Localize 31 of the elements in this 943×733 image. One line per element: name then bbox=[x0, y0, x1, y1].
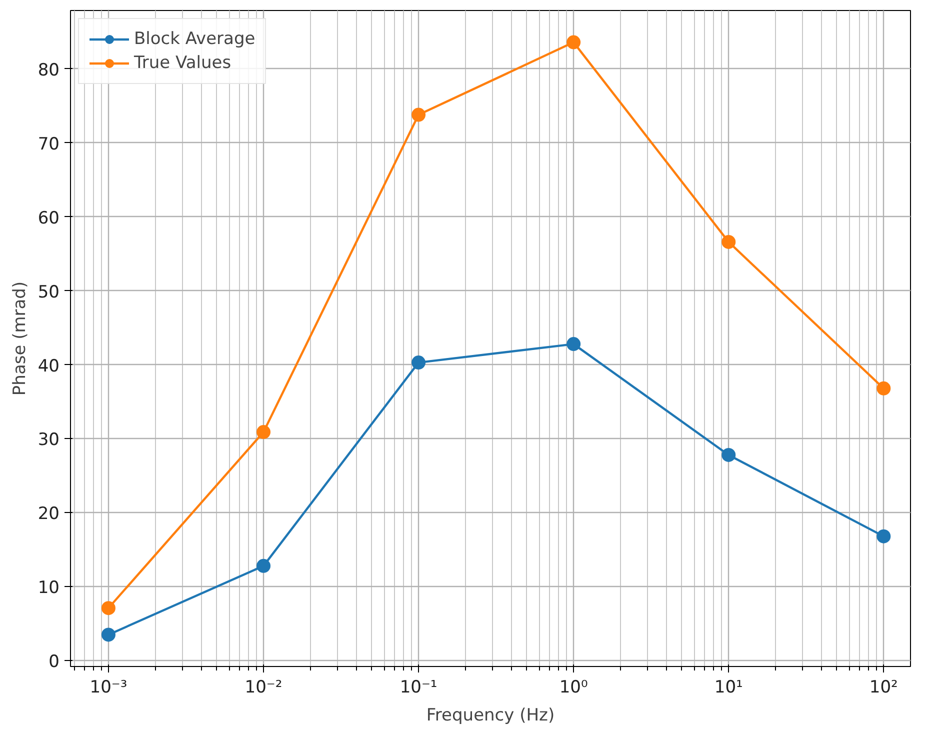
y-tick-label: 0 bbox=[48, 652, 60, 672]
x-tick-label: 10⁰ bbox=[559, 678, 588, 698]
y-tick-label: 50 bbox=[38, 282, 60, 302]
x-tick-label: 10¹ bbox=[714, 678, 743, 698]
point bbox=[412, 108, 426, 122]
legend-label: Block Average bbox=[134, 29, 256, 49]
x-axis-title: Frequency (Hz) bbox=[426, 706, 555, 726]
y-axis-title: Phase (mrad) bbox=[10, 281, 30, 396]
x-tick-label: 10⁻¹ bbox=[400, 678, 438, 698]
y-tick-label: 30 bbox=[38, 430, 60, 450]
point bbox=[722, 235, 736, 249]
x-tick-label: 10⁻³ bbox=[90, 678, 128, 698]
point bbox=[722, 448, 736, 462]
point bbox=[256, 425, 271, 440]
x-tick-label: 10⁻² bbox=[244, 678, 282, 698]
x-tick-label: 10² bbox=[869, 678, 898, 698]
legend-label: True Values bbox=[134, 53, 232, 73]
y-tick-label: 40 bbox=[38, 356, 60, 376]
y-tick-label: 70 bbox=[38, 134, 60, 154]
y-tick-label: 20 bbox=[38, 504, 60, 524]
point bbox=[566, 35, 581, 50]
point bbox=[101, 601, 116, 616]
point bbox=[101, 628, 116, 642]
point bbox=[876, 381, 891, 396]
point bbox=[256, 558, 271, 573]
point bbox=[566, 337, 581, 352]
y-tick-label: 60 bbox=[38, 208, 60, 228]
y-tick-label: 10 bbox=[38, 578, 60, 598]
point bbox=[876, 529, 891, 544]
y-tick-label: 80 bbox=[38, 60, 60, 80]
point bbox=[412, 356, 426, 370]
